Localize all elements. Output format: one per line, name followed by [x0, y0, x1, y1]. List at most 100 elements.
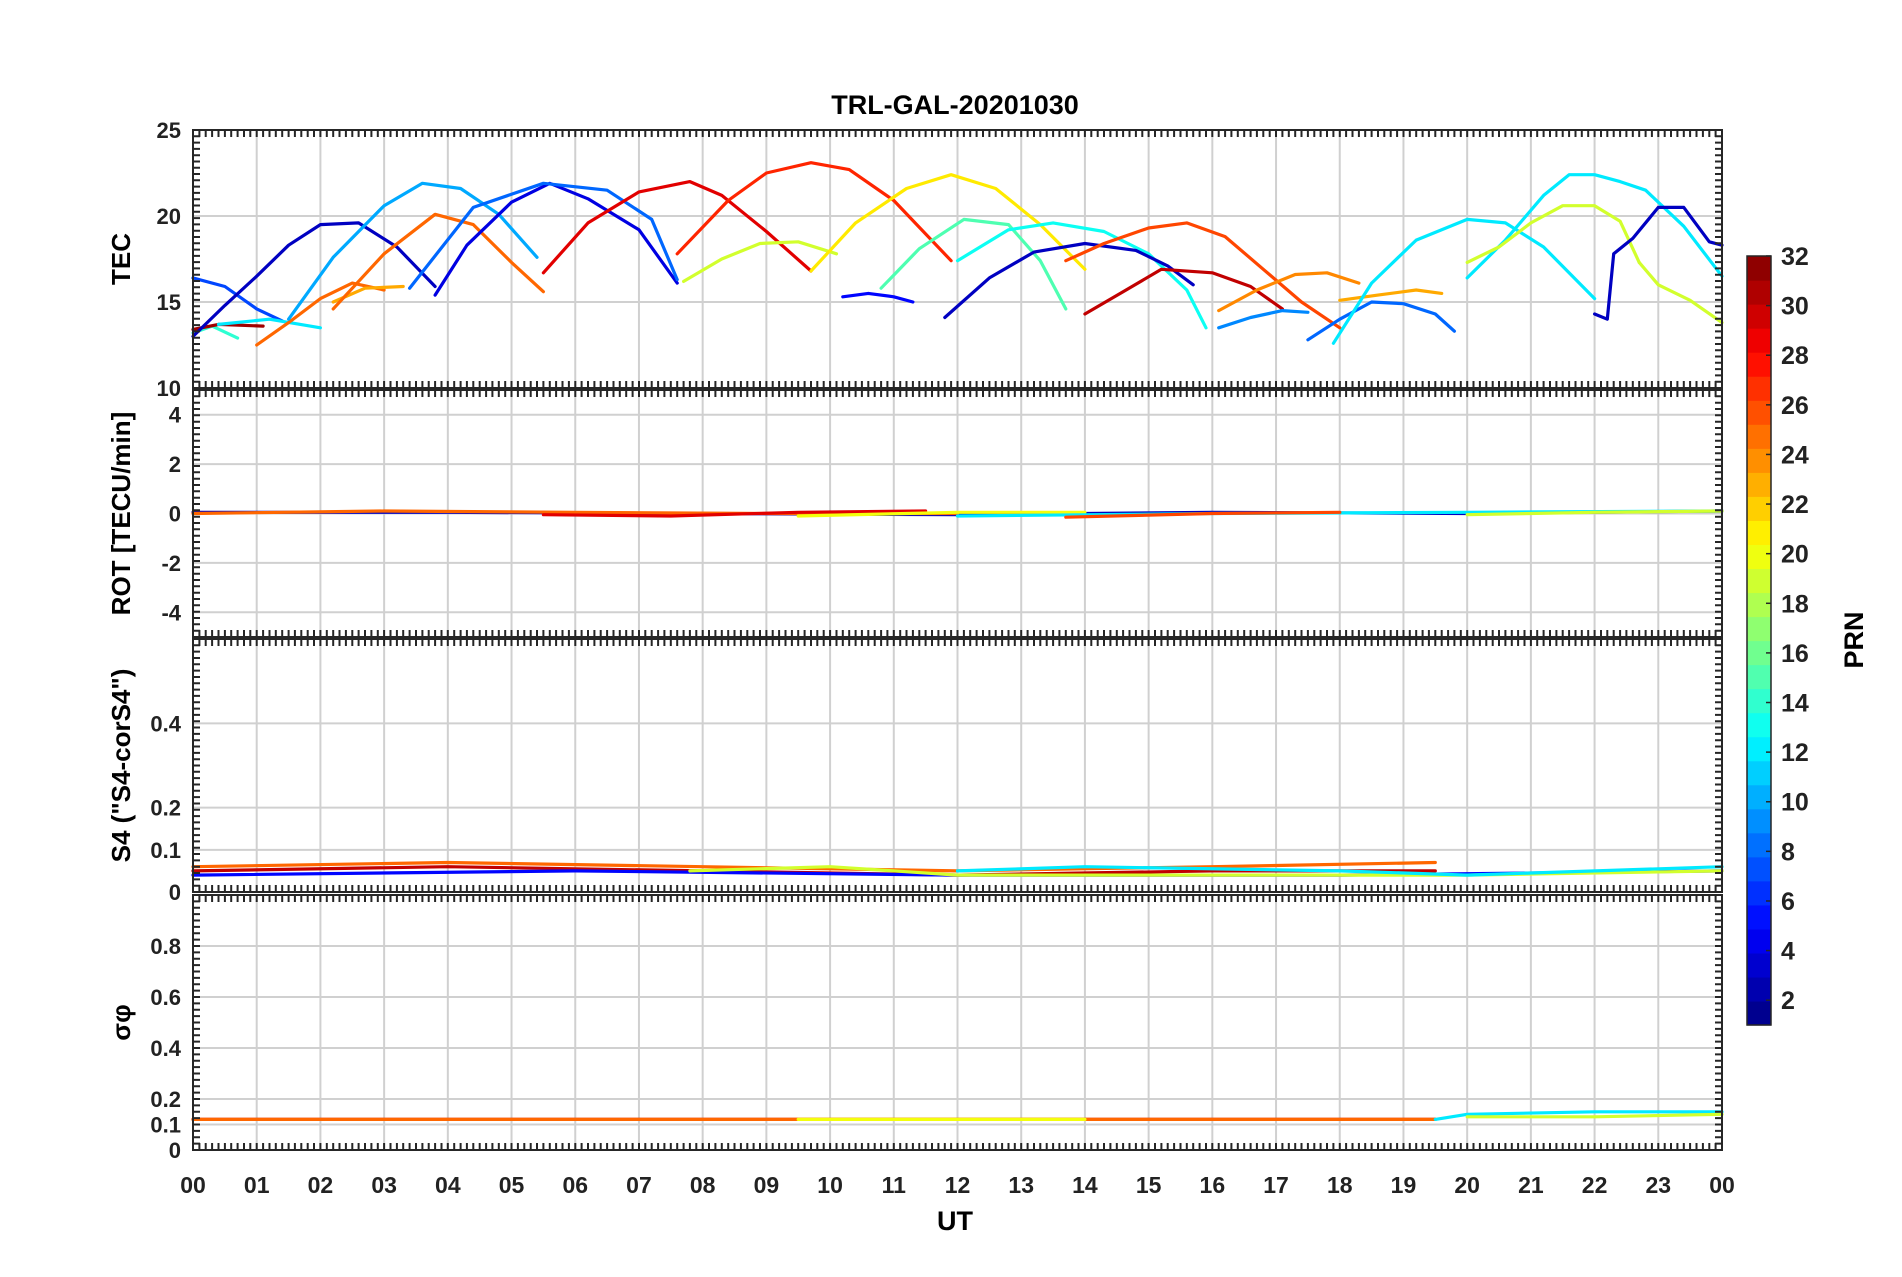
series-line-prn-27 [675, 161, 953, 263]
series-line-prn-24 [1217, 271, 1361, 313]
series-line-prn-12 [1331, 217, 1597, 345]
y-tick-label: 4 [169, 403, 182, 428]
x-tick-label: 04 [435, 1172, 461, 1198]
y-tick-label: -2 [161, 551, 181, 576]
colorbar-segment [1747, 784, 1771, 810]
x-tick-label: 10 [817, 1172, 843, 1198]
colorbar-segment [1747, 544, 1771, 570]
series-line-prn-12 [955, 865, 1724, 877]
x-tick-label: 19 [1391, 1172, 1417, 1198]
series-line-prn-13 [955, 221, 1208, 330]
colorbar-tick-label: 14 [1781, 690, 1809, 718]
x-tick-label: 07 [626, 1172, 652, 1198]
colorbar-label: PRN [1839, 611, 1869, 668]
series-line-prn-19 [1637, 260, 1724, 325]
series-line-prn-29 [541, 509, 928, 518]
colorbar-tick-label: 10 [1781, 789, 1809, 817]
panel-3: 0 0.1 0.2 0.4 S4 ("S4-corS4") [106, 638, 1724, 905]
colorbar-segment [1747, 520, 1771, 545]
series-line-prn-19 [681, 240, 839, 283]
colorbar-segment [1747, 712, 1771, 738]
colorbar-tick-label: 26 [1781, 392, 1809, 420]
series-line-prn-19 [1465, 1112, 1724, 1119]
y-tick-label: 0.4 [150, 1036, 181, 1061]
y-axis-label: S4 ("S4-corS4") [106, 669, 136, 863]
axes-frame [192, 129, 1723, 389]
y-tick-label: 0 [169, 1138, 181, 1163]
series-line-prn-26 [1064, 510, 1342, 519]
colorbar-tick-label: 24 [1781, 441, 1809, 469]
colorbar-tick-label: 4 [1781, 938, 1795, 966]
x-tick-label: 08 [690, 1172, 716, 1198]
colorbar-segment [1747, 280, 1771, 305]
axes-frame [192, 638, 1723, 893]
series-line-prn-26 [1064, 221, 1342, 330]
colorbar-tick-label: 12 [1781, 739, 1809, 767]
colorbar-segment [1747, 976, 1771, 1002]
series-line-prn-12 [216, 317, 322, 330]
colorbar-segment [1747, 736, 1771, 762]
colorbar-frame [1746, 255, 1772, 1026]
x-tick-label: 03 [371, 1172, 397, 1198]
colorbar-segment [1747, 1000, 1771, 1026]
colorbar-segment [1747, 352, 1771, 377]
y-tick-label: 20 [157, 204, 181, 229]
y-tick-label: 0.2 [150, 1087, 181, 1112]
series-line-prn-3 [191, 221, 437, 338]
y-tick-label: 10 [157, 376, 181, 401]
series-line-prn-8 [408, 181, 679, 290]
colorbar-segment [1747, 880, 1771, 906]
series-line-prn-19 [1465, 204, 1641, 264]
axes-frame [192, 894, 1723, 1151]
series-line-prn-25 [255, 281, 386, 347]
colorbar-tick-label: 28 [1781, 342, 1809, 370]
x-tick-label: 09 [754, 1172, 780, 1198]
y-tick-label: 0.1 [150, 838, 181, 863]
colorbar-segment [1747, 328, 1771, 353]
x-axis-ticks: 00 01 02 03 04 05 06 07 08 09 10 11 12 13 14 15 16 17 18 19… [180, 1172, 1735, 1198]
colorbar-segment [1747, 808, 1771, 834]
colorbar-segment [1747, 592, 1771, 618]
x-tick-label: 05 [499, 1172, 525, 1198]
y-tick-label: 2 [169, 452, 181, 477]
colorbar-segment [1747, 952, 1771, 978]
series-line-prn-23 [1338, 288, 1444, 302]
colorbar-segment [1747, 256, 1771, 281]
colorbar-segment [1747, 448, 1771, 473]
series-line-prn-15 [879, 217, 1068, 311]
series-line-prn-25 [191, 860, 1437, 873]
x-tick-label: 14 [1072, 1172, 1098, 1198]
colorbar-segment [1747, 304, 1771, 329]
series-line-prn-3 [1592, 205, 1724, 321]
colorbar-segment [1747, 688, 1771, 714]
y-tick-label: 25 [157, 118, 181, 143]
x-tick-label: 12 [945, 1172, 971, 1198]
colorbar-segment [1747, 496, 1771, 521]
colorbar-segment [1747, 664, 1771, 690]
series-line-prn-7 [191, 276, 284, 323]
y-axis-label: TEC [106, 233, 136, 285]
x-axis-label: UT [937, 1206, 973, 1236]
series-line-prn-25 [331, 212, 546, 311]
y-tick-label: 0 [169, 502, 181, 527]
colorbar-tick-label: 32 [1781, 243, 1809, 271]
x-tick-label: 01 [244, 1172, 270, 1198]
y-tick-label: 0.1 [150, 1113, 181, 1138]
x-tick-label: 11 [882, 1172, 907, 1198]
y-tick-label: 0 [169, 880, 181, 905]
y-axis-label: ROT [TECU/min] [106, 412, 136, 616]
x-tick-label: 15 [1136, 1172, 1162, 1198]
colorbar-tick-label: 30 [1781, 293, 1809, 321]
series-line-prn-19 [1465, 509, 1724, 517]
colorbar-tick-label: 16 [1781, 640, 1809, 668]
colorbar-segment [1747, 856, 1771, 882]
x-tick-label: 17 [1263, 1172, 1289, 1198]
series-line-prn-8 [1306, 300, 1457, 342]
chart-title: TRL-GAL-20201030 [831, 90, 1079, 120]
colorbar-segment [1747, 424, 1771, 449]
x-tick-label: 18 [1327, 1172, 1353, 1198]
